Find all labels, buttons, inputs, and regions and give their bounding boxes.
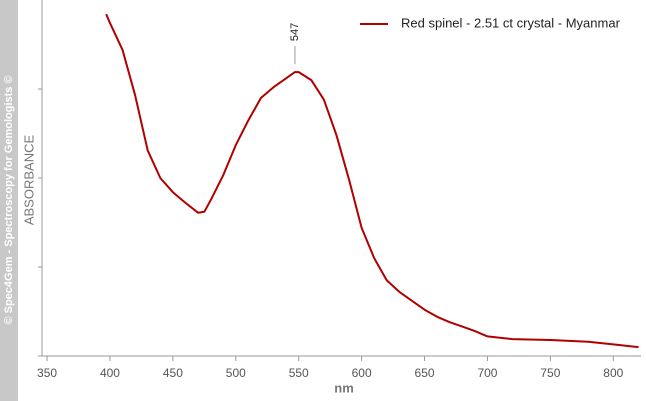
annotation-label: 547 <box>289 23 301 41</box>
x-tick-label: 450 <box>163 366 183 380</box>
watermark-band <box>0 0 18 401</box>
x-tick-label: 800 <box>603 366 623 380</box>
x-tick-label: 650 <box>415 366 435 380</box>
watermark: © Spec4Gem - Spectroscopy for Gemologist… <box>3 75 15 324</box>
x-tick-label: 350 <box>37 366 57 380</box>
y-axis-label: ABSORBANCE <box>21 135 36 226</box>
x-tick-label: 500 <box>226 366 246 380</box>
x-tick-label: 700 <box>477 366 497 380</box>
x-tick-label: 750 <box>540 366 560 380</box>
x-tick-label: 400 <box>100 366 120 380</box>
x-tick-label: 600 <box>352 366 372 380</box>
spectrum-line <box>105 13 639 349</box>
x-tick-label: 550 <box>289 366 309 380</box>
x-axis-label: nm <box>334 380 354 395</box>
legend-label: Red spinel - 2.51 ct crystal - Myanmar <box>401 15 621 30</box>
